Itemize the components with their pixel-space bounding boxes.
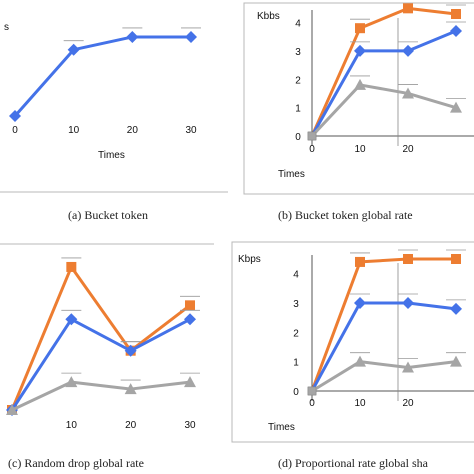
- panel-b-point-orange: [355, 23, 365, 34]
- panel-d-series-blue-line: [310, 301, 457, 392]
- panel-d-point-blue: [354, 297, 366, 309]
- panel-d-point-orange: [403, 254, 413, 264]
- panel-d-origin-point: [307, 386, 317, 396]
- panel-b-point-gray: [402, 87, 414, 99]
- caption-b: (b) Bucket token global rate: [278, 208, 413, 222]
- panel-b-series-orange-line: [310, 6, 457, 137]
- caption-a: (a) Bucket token: [68, 208, 148, 222]
- panel-c-point-blue: [124, 344, 137, 357]
- panel-b-series-gray-line: [310, 83, 457, 138]
- panel-b-xtick: 20: [402, 144, 414, 155]
- panel-c-series-blue-line: [10, 317, 191, 411]
- panel-b-frame: [243, 2, 474, 195]
- panel-b-ytick: 1: [295, 104, 301, 115]
- panel-a-ylabel: s: [4, 22, 9, 33]
- panel-d-point-blue: [402, 297, 414, 309]
- panel-b-xlabel: Times: [278, 169, 305, 180]
- caption-d: (d) Proportional rate global sha: [278, 456, 429, 470]
- panel-d-xtick: 10: [354, 398, 366, 409]
- panel-b-series-blue-line: [310, 29, 457, 137]
- panel-b-point-blue: [402, 44, 414, 57]
- panel-d-point-orange: [451, 254, 461, 264]
- panel-d-ytick: 3: [293, 299, 299, 310]
- panel-a-xtick: 20: [127, 125, 139, 136]
- panel-b-xtick: 10: [354, 144, 366, 155]
- panel-b-point-blue: [450, 25, 462, 38]
- panel-b-origin-point: [307, 131, 317, 141]
- panel-c-point-blue: [65, 313, 78, 326]
- panel-b-point-gray: [450, 101, 462, 113]
- panel-b-xtick: 0: [309, 144, 315, 155]
- panel-d-point-orange: [355, 256, 365, 267]
- panel-d-series-orange-line: [310, 257, 456, 392]
- panel-a-point-blue: [126, 30, 139, 43]
- panel-b-ytick: 4: [295, 19, 301, 30]
- panel-a-xtick: 10: [68, 125, 80, 136]
- panel-b-ytick: 0: [295, 132, 301, 143]
- panel-c-series-orange-line: [10, 265, 191, 411]
- panel-c-xtick: 30: [184, 420, 196, 431]
- panel-d-xtick: 0: [309, 398, 315, 409]
- panel-a-xtick: 30: [185, 125, 197, 136]
- caption-c: (c) Random drop global rate: [8, 456, 144, 470]
- panel-b-point-blue: [354, 44, 366, 57]
- panel-b-ytick: 3: [295, 47, 301, 58]
- panel-a-point-blue: [185, 30, 197, 43]
- panel-c-point-blue: [184, 313, 196, 326]
- panel-c-xtick: 20: [125, 420, 137, 431]
- panel-d-xtick: 20: [402, 398, 414, 409]
- panel-d-point-blue: [450, 302, 462, 315]
- panel-a-point-blue: [67, 43, 80, 56]
- panel-b-point-orange: [403, 3, 413, 14]
- panel-d-ylabel: Kbps: [238, 254, 261, 265]
- panel-b-point-orange: [451, 9, 461, 19]
- panel-b-ytick: 2: [295, 75, 301, 86]
- panel-a-xtick: 0: [12, 125, 18, 136]
- panel-c-point-orange: [185, 300, 195, 311]
- panel-c-xtick: 10: [66, 420, 78, 431]
- panel-c-point-gray: [65, 376, 78, 388]
- panel-c-point-gray: [124, 383, 137, 395]
- panel-d-xlabel: Times: [268, 422, 295, 433]
- panel-b-ylabel: Kbbs: [257, 11, 280, 22]
- panel-c-series-gray-line: [11, 380, 191, 412]
- panel-d-series-gray-line: [311, 360, 457, 393]
- panel-d-point-gray: [402, 361, 414, 373]
- panel-d-point-gray: [450, 355, 462, 367]
- panel-a-series-blue-line: [13, 35, 191, 117]
- panel-d-ytick: 1: [293, 358, 299, 369]
- panel-a-point-blue: [9, 110, 21, 122]
- panel-c-point-gray: [184, 376, 196, 388]
- panel-d-ytick: 2: [293, 328, 299, 339]
- panel-b-point-gray: [354, 78, 366, 90]
- panel-d-frame: [231, 241, 474, 443]
- panel-d-ytick: 0: [293, 387, 299, 398]
- panel-d-point-gray: [354, 355, 366, 367]
- panel-a-xlabel: Times: [98, 150, 125, 161]
- panel-c-point-orange: [66, 261, 77, 272]
- panel-d-ytick: 4: [293, 270, 299, 281]
- panel-c-point-gray: [6, 404, 18, 415]
